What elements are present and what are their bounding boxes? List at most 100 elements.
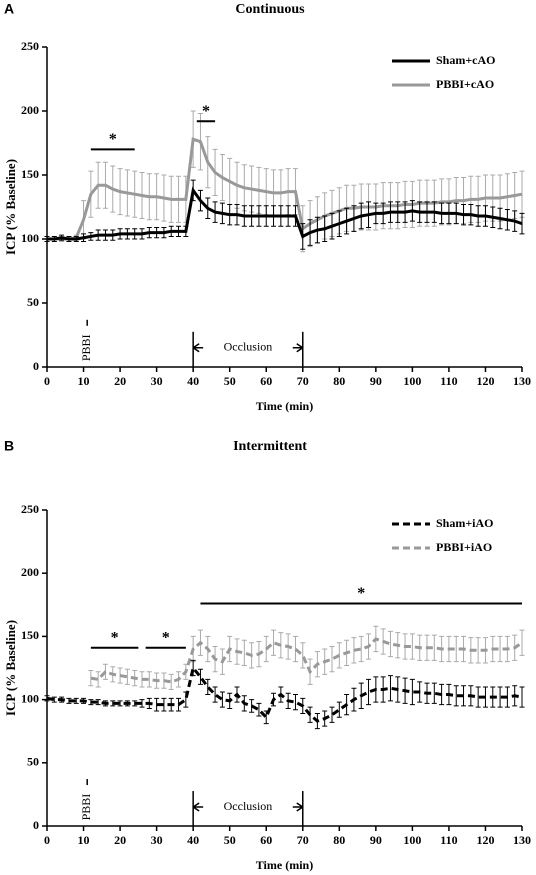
x-tick-label: 70 [297,833,309,847]
error-bar [497,635,503,663]
significance-mark: * [111,629,119,646]
legend-label: PBBI+iAO [436,540,492,554]
error-bar [453,685,459,707]
x-tick-label: 90 [370,833,382,847]
error-bar [431,682,437,704]
series-line [46,664,523,723]
x-tick-label: 0 [44,833,50,847]
x-tick-label: 130 [513,374,531,388]
x-tick-label: 30 [151,833,163,847]
x-tick-label: 90 [370,374,382,388]
error-bar [73,697,79,704]
error-bar [292,635,298,663]
error-bar [475,686,481,708]
error-bar [139,699,145,708]
error-bar [387,675,393,702]
significance-mark: * [357,585,365,602]
bracket-label: Occlusion [224,340,273,354]
x-tick-label: 20 [114,374,126,388]
y-tick-label: 200 [21,103,39,117]
injury-label: PBBI [79,794,93,821]
arrow [192,343,304,353]
y-tick-label: 50 [27,755,39,769]
error-bar [205,678,211,696]
y-tick-label: 100 [21,231,39,245]
error-bar [329,646,335,673]
panel-label: A [4,1,14,17]
x-tick-label: 50 [224,374,236,388]
x-tick-label: 70 [297,374,309,388]
error-bar [168,673,174,690]
error-bar [431,634,437,661]
x-tick-label: 40 [187,833,199,847]
x-tick-label: 110 [440,374,457,388]
x-tick-label: 120 [476,374,494,388]
series-line [47,137,523,241]
x-tick-label: 100 [403,833,421,847]
x-tick-label: 130 [513,833,531,847]
error-bar [409,678,415,706]
y-tick-label: 250 [21,502,39,516]
chart-title: Continuous [235,2,305,17]
error-bar [95,671,101,688]
y-axis-label: ICP (% Baseline) [3,620,18,716]
x-tick-label: 60 [260,374,272,388]
error-bar [117,700,123,707]
significance-mark: * [109,131,117,148]
x-tick-label: 40 [187,374,199,388]
y-tick-label: 150 [21,167,39,181]
x-tick-label: 120 [476,833,494,847]
error-bar [241,639,247,666]
x-tick-label: 80 [333,374,345,388]
error-bar [197,668,203,685]
x-axis-label: Time (min) [256,858,313,872]
y-axis-label: ICP (% Baseline) [3,159,18,255]
legend-label: PBBI+cAO [436,77,494,91]
error-bar [146,671,152,688]
y-tick-label: 0 [33,818,39,832]
error-bar [336,701,342,718]
x-tick-label: 10 [78,374,90,388]
error-bar [300,642,306,669]
error-bar [366,678,372,706]
chart-title: Intermittent [233,439,307,454]
bracket-label: Occlusion [224,799,273,813]
y-tick-label: 0 [33,359,39,373]
y-tick-label: 100 [21,691,39,705]
y-tick-label: 50 [27,295,39,309]
error-bar [124,668,130,685]
y-tick-label: 150 [21,628,39,642]
x-tick-label: 100 [403,374,421,388]
x-tick-label: 60 [260,833,272,847]
series-line [47,186,523,241]
error-bar [475,637,481,664]
y-tick-label: 200 [21,565,39,579]
error-bar [292,694,298,711]
x-tick-label: 80 [333,833,345,847]
error-bar [409,633,415,660]
error-bar [95,699,101,706]
error-bar [453,635,459,663]
error-bar [519,629,525,656]
error-bar [51,696,57,703]
error-bar [271,629,277,656]
x-tick-label: 20 [114,833,126,847]
panel-label: B [4,438,14,454]
error-bar [387,630,393,658]
x-tick-label: 30 [151,374,163,388]
arrow [192,802,304,812]
x-tick-label: 50 [224,833,236,847]
x-axis-label: Time (min) [256,399,313,413]
error-bar [329,706,335,723]
error-bar [497,686,503,708]
error-bar [212,686,218,703]
error-bar [358,635,364,663]
y-tick-label: 250 [21,39,39,53]
significance-mark: * [202,103,210,120]
series-line [90,637,523,684]
legend-label: Sham+iAO [436,516,494,530]
x-tick-label: 0 [44,374,50,388]
legend-label: Sham+cAO [436,53,496,67]
injury-label: PBBI [79,334,93,361]
